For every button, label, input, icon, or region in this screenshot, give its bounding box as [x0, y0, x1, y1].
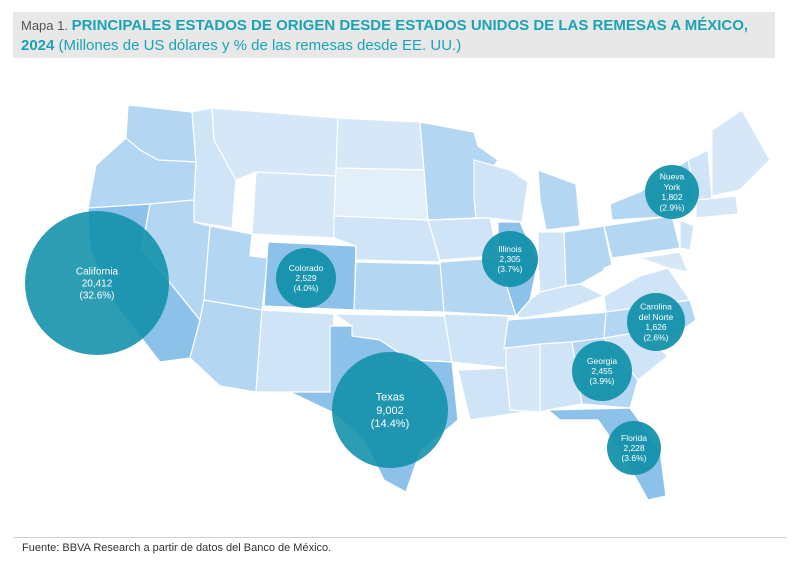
bubble-circle-illinois — [482, 231, 538, 287]
bubble-value-illinois: 2,305 — [499, 254, 521, 264]
state-maine — [711, 109, 771, 197]
bubble-share-illinois: (3.7%) — [497, 264, 522, 274]
bubble-state-illinois: Illinois — [498, 244, 522, 254]
title-units: (Millones de US dólares y % de las remes… — [54, 37, 462, 54]
bubble-circle-california — [25, 211, 169, 355]
bubble-circle-florida — [607, 421, 661, 475]
state-new-mexico — [255, 309, 335, 393]
bubble-share-nueva-york: (2.9%) — [659, 202, 684, 212]
bubble-value-colorado: 2,529 — [295, 273, 317, 283]
bubble-value-california: 20,412 — [82, 279, 113, 290]
title-year: 2024 — [21, 37, 55, 54]
footer-divider — [14, 537, 786, 538]
state-pennsylvania — [603, 215, 681, 259]
state-kentucky — [514, 283, 606, 319]
bubble-value-nueva-york: 1,802 — [661, 192, 683, 202]
source-note: Fuente: BBVA Research a partir de datos … — [22, 542, 332, 554]
state-north-dakota — [335, 117, 425, 171]
bubble-share-georgia: (3.9%) — [589, 376, 614, 386]
state-kansas — [353, 261, 445, 313]
bubble-value-florida: 2,228 — [623, 443, 645, 453]
state-arkansas — [443, 313, 509, 369]
bubble-value-texas: 9,002 — [376, 405, 404, 417]
state-ohio — [563, 225, 613, 287]
title-line-1: Mapa 1. PRINCIPALES ESTADOS DE ORIGEN DE… — [21, 16, 767, 36]
bubble-state-carolina-del-norte: del Norte — [639, 312, 674, 322]
state-new-jersey — [679, 219, 695, 251]
state-wisconsin — [473, 159, 529, 223]
bubble-share-texas: (14.4%) — [371, 418, 410, 430]
bubble-state-nueva-york: York — [664, 182, 681, 192]
bubble-circle-colorado — [276, 248, 336, 308]
state-alabama — [539, 341, 583, 413]
state-arizona — [189, 299, 263, 393]
map-number: Mapa 1. — [21, 18, 72, 33]
bubble-circle-nueva-york — [645, 165, 699, 219]
state-indiana — [537, 231, 567, 293]
bubble-state-texas: Texas — [376, 392, 405, 404]
bubble-share-california: (32.6%) — [79, 291, 114, 302]
state-west-virginia — [603, 257, 641, 298]
state-maryland — [639, 251, 689, 273]
bubble-state-california: California — [76, 267, 119, 278]
state-mississippi — [505, 343, 541, 413]
bubble-circle-texas — [332, 352, 448, 468]
map-title: PRINCIPALES ESTADOS DE ORIGEN DESDE ESTA… — [71, 17, 749, 34]
state-new-england-south — [695, 195, 739, 219]
bubble-state-nueva-york: Nueva — [660, 172, 685, 182]
state-montana — [211, 107, 339, 181]
state-michigan — [537, 169, 581, 231]
bubble-share-florida: (3.6%) — [621, 453, 646, 463]
title-line-2: 2024 (Millones de US dólares y % de las … — [21, 36, 767, 56]
map-header: Mapa 1. PRINCIPALES ESTADOS DE ORIGEN DE… — [13, 12, 775, 58]
bubble-state-carolina-del-norte: Carolina — [640, 302, 672, 312]
bubble-value-carolina-del-norte: 1,626 — [645, 322, 667, 332]
state-south-dakota — [333, 167, 429, 221]
bubble-circle-carolina-del-norte — [627, 293, 685, 351]
state-wyoming — [251, 171, 337, 239]
bubble-circle-georgia — [572, 341, 632, 401]
bubble-value-georgia: 2,455 — [591, 366, 613, 376]
bubble-state-colorado: Colorado — [289, 263, 324, 273]
bubble-share-carolina-del-norte: (2.6%) — [643, 332, 668, 342]
bubble-state-georgia: Georgia — [587, 356, 618, 366]
bubble-share-colorado: (4.0%) — [293, 283, 318, 293]
state-utah — [203, 225, 269, 311]
bubble-state-florida: Florida — [621, 433, 647, 443]
